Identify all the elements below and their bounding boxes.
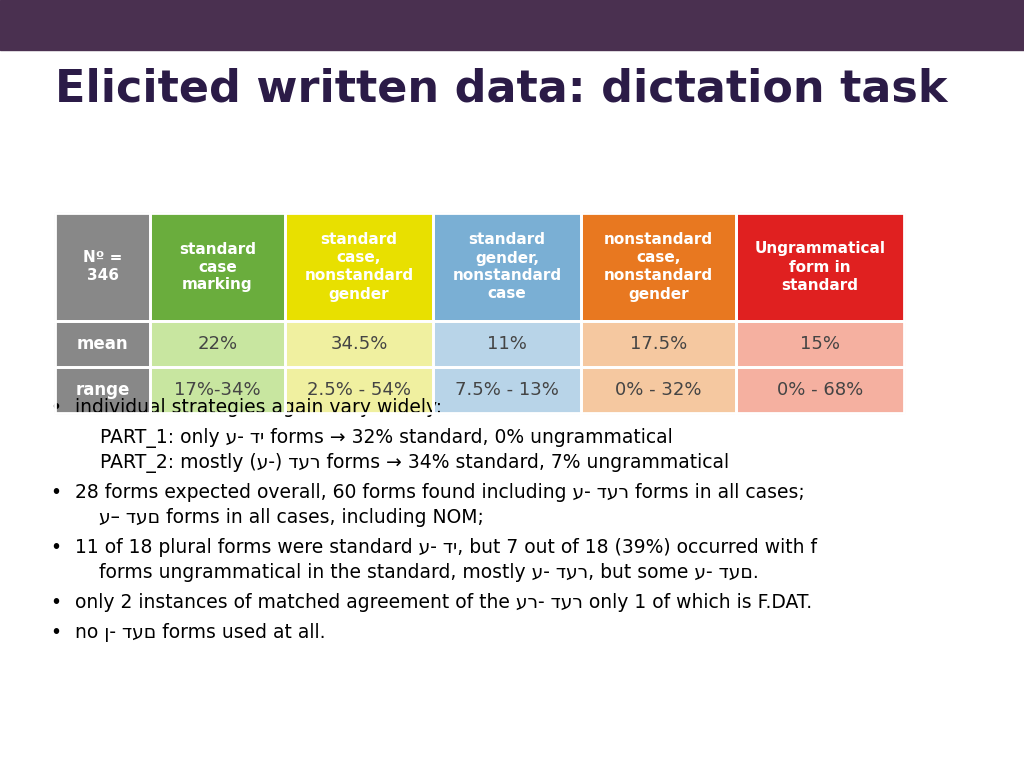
Text: •: • <box>50 398 61 417</box>
Text: no ן- דעם forms used at all.: no ן- דעם forms used at all. <box>75 623 326 642</box>
Text: •: • <box>50 538 61 557</box>
Text: •: • <box>50 483 61 502</box>
Bar <box>55 213 150 321</box>
Bar <box>55 367 150 413</box>
Bar <box>150 367 285 413</box>
Bar <box>581 321 736 367</box>
Bar <box>55 213 150 321</box>
Bar <box>285 321 433 367</box>
Bar <box>285 213 433 321</box>
Bar <box>433 213 581 321</box>
Text: 2.5% - 54%: 2.5% - 54% <box>307 381 411 399</box>
Text: Nº =
346: Nº = 346 <box>83 250 122 283</box>
Text: 28 forms expected overall, 60 forms found including ע- דער forms in all cases;: 28 forms expected overall, 60 forms foun… <box>75 483 805 502</box>
Bar <box>736 321 904 367</box>
Text: 17%-34%: 17%-34% <box>174 381 261 399</box>
Bar <box>581 213 736 321</box>
Text: 11 of 18 plural forms were standard ע- די, but 7 out of 18 (39%) occurred with f: 11 of 18 plural forms were standard ע- ד… <box>75 538 817 557</box>
Text: PART_1: only ע- די forms → 32% standard, 0% ungrammatical: PART_1: only ע- די forms → 32% standard,… <box>100 428 673 448</box>
Bar <box>55 321 150 367</box>
Text: Ungrammatical
form in
standard: Ungrammatical form in standard <box>755 241 886 293</box>
Text: mean: mean <box>77 335 128 353</box>
Text: range: range <box>76 381 130 399</box>
Bar <box>581 367 736 413</box>
Text: 7.5% - 13%: 7.5% - 13% <box>455 381 559 399</box>
Bar <box>433 367 581 413</box>
Bar <box>285 321 433 367</box>
Bar <box>55 321 150 367</box>
Bar <box>581 213 736 321</box>
Text: Elicited written data: dictation task: Elicited written data: dictation task <box>55 68 947 111</box>
Text: individual strategies again vary widely:: individual strategies again vary widely: <box>75 398 442 417</box>
Text: ע– דעם forms in all cases, including NOM;: ע– דעם forms in all cases, including NOM… <box>75 508 484 527</box>
Bar <box>285 213 433 321</box>
Bar <box>433 321 581 367</box>
Text: standard
gender,
nonstandard
case: standard gender, nonstandard case <box>453 233 561 302</box>
Bar <box>150 213 285 321</box>
Text: standard
case,
nonstandard
gender: standard case, nonstandard gender <box>304 233 414 302</box>
Bar <box>150 213 285 321</box>
Bar <box>736 213 904 321</box>
Bar <box>0 0 1024 50</box>
Bar <box>150 321 285 367</box>
Bar <box>433 321 581 367</box>
Bar <box>736 321 904 367</box>
Text: 0% - 32%: 0% - 32% <box>615 381 701 399</box>
Text: nonstandard
case,
nonstandard
gender: nonstandard case, nonstandard gender <box>604 233 713 302</box>
Text: 11%: 11% <box>487 335 527 353</box>
Text: 17.5%: 17.5% <box>630 335 687 353</box>
Bar <box>433 213 581 321</box>
Text: 0% - 68%: 0% - 68% <box>777 381 863 399</box>
Text: •: • <box>50 593 61 612</box>
Text: only 2 instances of matched agreement of the ער- דער only 1 of which is F.DAT.: only 2 instances of matched agreement of… <box>75 593 812 612</box>
Bar <box>150 367 285 413</box>
Text: standard
case
marking: standard case marking <box>179 241 256 293</box>
Bar <box>581 321 736 367</box>
Text: 34.5%: 34.5% <box>331 335 388 353</box>
Text: PART_2: mostly (ע-) דער forms → 34% standard, 7% ungrammatical: PART_2: mostly (ע-) דער forms → 34% stan… <box>100 453 729 473</box>
Bar <box>581 367 736 413</box>
Bar <box>736 213 904 321</box>
Bar <box>736 367 904 413</box>
Bar <box>55 367 150 413</box>
Text: 15%: 15% <box>800 335 840 353</box>
Text: •: • <box>50 623 61 642</box>
Bar <box>150 321 285 367</box>
Bar <box>285 367 433 413</box>
Text: forms ungrammatical in the standard, mostly ע- דער, but some ע- דעם.: forms ungrammatical in the standard, mos… <box>75 563 759 582</box>
Bar <box>433 367 581 413</box>
Bar <box>736 367 904 413</box>
Text: 22%: 22% <box>198 335 238 353</box>
Bar <box>285 367 433 413</box>
